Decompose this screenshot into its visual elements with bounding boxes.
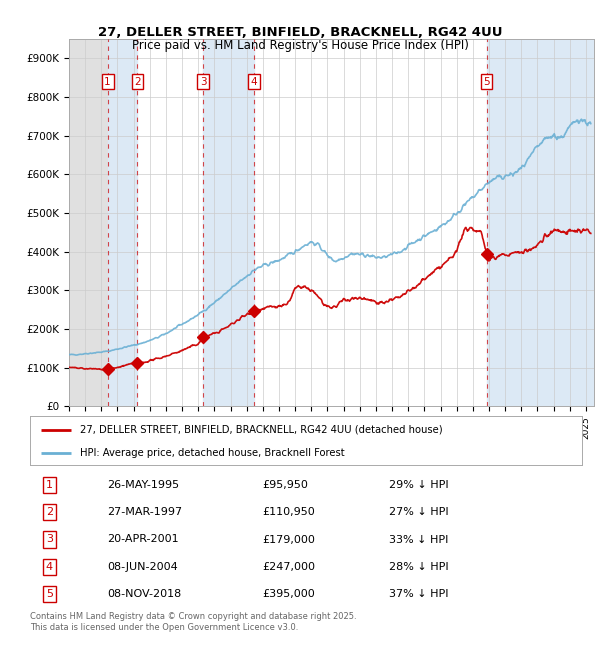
Text: 27% ↓ HPI: 27% ↓ HPI [389, 507, 448, 517]
Bar [487, 39, 594, 406]
Text: 1: 1 [46, 480, 53, 490]
Text: 27, DELLER STREET, BINFIELD, BRACKNELL, RG42 4UU (detached house): 27, DELLER STREET, BINFIELD, BRACKNELL, … [80, 424, 442, 435]
Text: 08-NOV-2018: 08-NOV-2018 [107, 589, 182, 599]
Text: 3: 3 [200, 77, 206, 86]
Text: £395,000: £395,000 [262, 589, 314, 599]
Text: Price paid vs. HM Land Registry's House Price Index (HPI): Price paid vs. HM Land Registry's House … [131, 39, 469, 52]
Text: 2: 2 [46, 507, 53, 517]
Text: 08-JUN-2004: 08-JUN-2004 [107, 562, 178, 572]
Text: 27-MAR-1997: 27-MAR-1997 [107, 507, 182, 517]
Bar [69, 39, 107, 406]
Text: £247,000: £247,000 [262, 562, 315, 572]
Text: Contains HM Land Registry data © Crown copyright and database right 2025.
This d: Contains HM Land Registry data © Crown c… [30, 612, 356, 632]
Text: 29% ↓ HPI: 29% ↓ HPI [389, 480, 448, 490]
Text: 5: 5 [46, 589, 53, 599]
Bar [107, 39, 137, 406]
Text: 20-APR-2001: 20-APR-2001 [107, 534, 179, 545]
Text: 26-MAY-1995: 26-MAY-1995 [107, 480, 179, 490]
Text: 28% ↓ HPI: 28% ↓ HPI [389, 562, 448, 572]
Text: 1: 1 [104, 77, 111, 86]
Text: £95,950: £95,950 [262, 480, 308, 490]
Text: £110,950: £110,950 [262, 507, 314, 517]
Text: 4: 4 [250, 77, 257, 86]
Text: 27, DELLER STREET, BINFIELD, BRACKNELL, RG42 4UU: 27, DELLER STREET, BINFIELD, BRACKNELL, … [98, 26, 502, 39]
Text: 2: 2 [134, 77, 141, 86]
Text: 4: 4 [46, 562, 53, 572]
Bar [203, 39, 254, 406]
Text: 33% ↓ HPI: 33% ↓ HPI [389, 534, 448, 545]
Text: 5: 5 [483, 77, 490, 86]
Text: £179,000: £179,000 [262, 534, 315, 545]
Text: 3: 3 [46, 534, 53, 545]
Text: 37% ↓ HPI: 37% ↓ HPI [389, 589, 448, 599]
Text: HPI: Average price, detached house, Bracknell Forest: HPI: Average price, detached house, Brac… [80, 448, 344, 458]
